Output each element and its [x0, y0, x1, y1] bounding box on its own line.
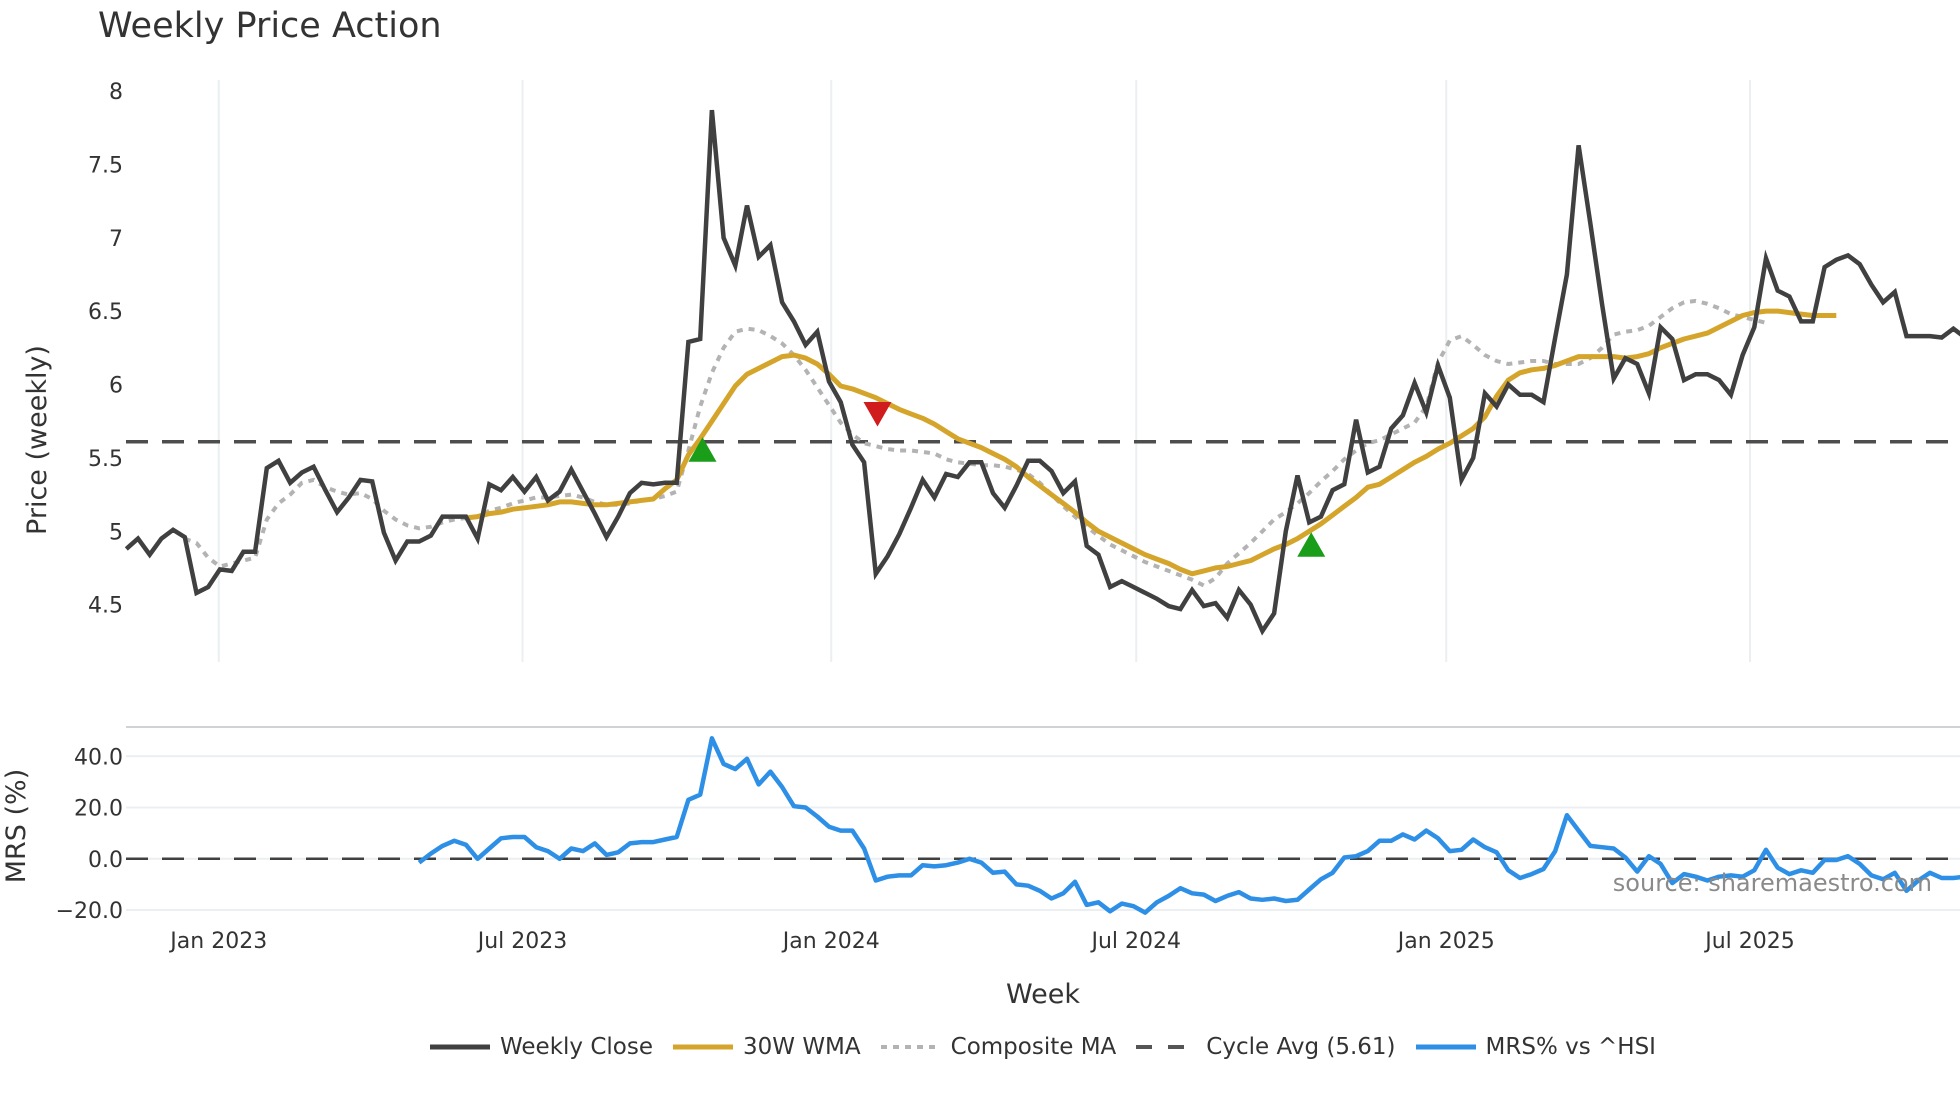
legend-swatch-solid-icon: [673, 1035, 733, 1059]
price-y-tick-label: 6: [109, 374, 123, 399]
mrs-y-tick-label: 0.0: [88, 848, 123, 873]
x-axis-title: Week: [1006, 979, 1080, 1010]
legend-swatch-dotted-icon: [880, 1035, 941, 1059]
mrs-y-tick-label: 40.0: [74, 745, 123, 770]
weekly-close-line: [124, 109, 1960, 636]
legend-label: 30W WMA: [743, 1034, 861, 1060]
legend-swatch-solid-icon: [1415, 1035, 1476, 1059]
legend-item-cycle-avg[interactable]: Cycle Avg (5.61): [1136, 1034, 1396, 1060]
x-tick-label: Jan 2023: [168, 929, 267, 954]
chart-canvas: 8 7.5 7 6.5 6 5.5 5 4.5 Price (weekly) 40.0 20.0…: [1, 80, 1960, 1010]
buy-signal-triangle-up-icon: [1297, 532, 1326, 557]
x-tick-label: Jan 2025: [1396, 929, 1495, 954]
legend-label: Cycle Avg (5.61): [1206, 1034, 1396, 1060]
price-y-tick-label: 6.5: [88, 300, 123, 325]
gridlines: [126, 80, 1960, 911]
legend-swatch-solid-icon: [430, 1035, 491, 1059]
x-axis-ticks: Jan 2023 Jul 2023 Jan 2024 Jul 2024 Jan 2025…: [168, 929, 1794, 954]
price-y-tick-label: 7.5: [88, 153, 123, 178]
legend-item-30w-wma[interactable]: 30W WMA: [673, 1034, 861, 1060]
price-y-tick-label: 4.5: [88, 594, 123, 619]
wma-30w-line: [465, 308, 1837, 577]
price-y-axis-title: Price (weekly): [22, 345, 53, 535]
price-y-tick-label: 8: [109, 80, 123, 105]
mrs-y-axis-title: MRS (%): [1, 769, 32, 884]
buy-signal-triangle-up-icon: [688, 437, 717, 462]
mrs-y-tick-label: −20.0: [56, 899, 123, 924]
legend-label: Weekly Close: [500, 1034, 653, 1060]
price-y-tick-label: 7: [109, 227, 123, 252]
legend-label: MRS% vs ^HSI: [1485, 1034, 1656, 1060]
price-y-tick-label: 5: [109, 520, 123, 545]
legend: Weekly Close 30W WMA Composite MA Cycle …: [0, 1034, 1960, 1060]
x-tick-label: Jul 2025: [1703, 929, 1795, 954]
legend-item-composite-ma[interactable]: Composite MA: [880, 1034, 1117, 1060]
mrs-y-axis-ticks: 40.0 20.0 0.0 −20.0: [56, 745, 123, 924]
sell-signal-triangle-down-icon: [863, 402, 892, 427]
x-tick-label: Jul 2024: [1089, 929, 1181, 954]
price-y-axis-ticks: 8 7.5 7 6.5 6 5.5 5 4.5: [88, 80, 123, 619]
mrs-line: [417, 736, 1960, 915]
legend-label: Composite MA: [950, 1034, 1117, 1060]
x-tick-label: Jan 2024: [781, 929, 880, 954]
x-tick-label: Jul 2023: [476, 929, 568, 954]
mrs-y-tick-label: 20.0: [74, 797, 123, 822]
source-credit: source: sharemaestro.com: [1613, 869, 1932, 897]
chart-title: Weekly Price Action: [98, 6, 442, 46]
legend-item-weekly-close[interactable]: Weekly Close: [430, 1034, 653, 1060]
signal-markers: [688, 402, 1326, 557]
legend-item-mrs[interactable]: MRS% vs ^HSI: [1415, 1034, 1656, 1060]
price-y-tick-label: 5.5: [88, 447, 123, 472]
legend-swatch-dashed-icon: [1136, 1035, 1197, 1059]
